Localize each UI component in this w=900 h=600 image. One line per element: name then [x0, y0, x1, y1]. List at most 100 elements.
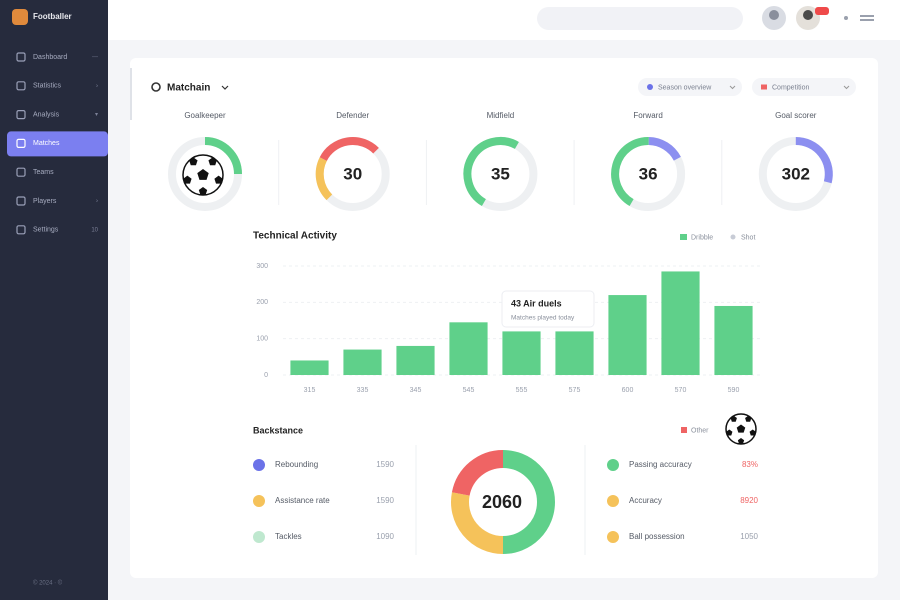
filter-dot — [761, 84, 767, 90]
bar — [502, 331, 541, 375]
icon[interactable] — [844, 16, 848, 20]
ball-patch — [745, 415, 752, 422]
brand: Footballer — [33, 12, 72, 21]
filter-label: Competition — [772, 84, 809, 91]
list-label: Rebounding — [275, 460, 318, 469]
donut-segment — [451, 492, 504, 554]
ball-patch — [214, 175, 223, 184]
menu-icon — [16, 109, 26, 120]
legend-swatch — [681, 427, 687, 433]
menu-label[interactable]: Dashboard — [33, 54, 67, 61]
ball-patch — [726, 429, 733, 436]
bar — [396, 345, 435, 375]
chart-title: Technical Activity — [253, 231, 337, 242]
y-tick-label: 100 — [256, 336, 268, 343]
menu-label[interactable]: Matches — [33, 140, 60, 147]
gauge-label: Goalkeeper — [184, 111, 226, 120]
list-value: 8920 — [740, 496, 758, 505]
ball-patch — [737, 438, 745, 444]
x-tick-label: 575 — [569, 387, 581, 394]
panel-icon — [151, 82, 161, 92]
bar — [290, 360, 329, 375]
donut-segment — [502, 450, 555, 554]
sidebar — [0, 0, 108, 600]
bar — [449, 322, 488, 375]
list-dot — [253, 531, 265, 543]
list-label: Passing accuracy — [629, 460, 692, 469]
ball-patch — [189, 157, 198, 166]
ball-patch — [736, 424, 746, 433]
list-value: 83% — [742, 460, 758, 469]
list-dot — [607, 531, 619, 543]
donut-center: 2060 — [482, 492, 522, 512]
x-tick-label: 590 — [728, 387, 740, 394]
section-title: Backstance — [253, 425, 303, 435]
avatar-head — [803, 10, 813, 20]
legend-label: Other — [691, 427, 709, 434]
y-tick-label: 0 — [264, 372, 268, 379]
list-label: Tackles — [275, 532, 302, 541]
menu-label[interactable]: Teams — [33, 169, 54, 176]
gauge-arc — [795, 137, 833, 184]
notification-badge — [815, 7, 829, 15]
filter-label: Season overview — [658, 84, 712, 91]
list-label: Assistance rate — [275, 496, 330, 505]
bar — [555, 331, 594, 375]
list-label: Accuracy — [629, 496, 662, 505]
list-value: 1590 — [376, 460, 394, 469]
tooltip-text: Matches played today — [511, 315, 575, 322]
gauge-label: Defender — [336, 111, 369, 120]
filter-arrow — [843, 85, 850, 90]
icon[interactable] — [860, 15, 874, 17]
legend-label: Dribble — [691, 234, 713, 241]
menu-icon — [16, 196, 26, 206]
dropdown-arrow[interactable] — [221, 85, 229, 90]
list-dot — [607, 495, 619, 507]
menu-label[interactable]: Statistics — [33, 83, 62, 90]
filter-dot — [647, 84, 653, 90]
panel-accent — [130, 68, 132, 120]
filter[interactable] — [752, 78, 856, 96]
menu-icon — [16, 52, 26, 62]
list-value: 1090 — [376, 532, 394, 541]
list-dot — [253, 495, 265, 507]
menu-label[interactable]: Analysis — [33, 111, 60, 118]
gauge-arc — [315, 157, 333, 201]
gauge-arc — [648, 137, 681, 161]
gauge-label: Forward — [633, 111, 662, 120]
gauge-label: Midfield — [487, 111, 515, 120]
bar — [343, 349, 382, 375]
logo — [12, 9, 28, 25]
tooltip — [501, 290, 595, 328]
bar — [661, 271, 700, 375]
x-tick-label: 335 — [357, 387, 369, 394]
menu-icon — [16, 167, 26, 177]
ball-patch — [183, 175, 192, 184]
search-box[interactable] — [537, 7, 743, 30]
menu-extra: ▾ — [95, 112, 98, 118]
menu-icon — [16, 81, 26, 91]
filter-arrow — [729, 85, 736, 90]
menu-label[interactable]: Players — [33, 198, 57, 205]
legend-swatch — [730, 234, 736, 240]
donut-segment — [451, 450, 504, 497]
x-tick-label: 600 — [622, 387, 634, 394]
list-dot — [253, 459, 265, 471]
avatar-head — [769, 10, 779, 20]
gauge-value: 302 — [782, 164, 810, 183]
bar — [714, 305, 753, 375]
list-value: 1050 — [740, 532, 758, 541]
gauge-value: 36 — [639, 164, 658, 183]
menu-label[interactable]: Settings — [33, 227, 59, 234]
y-tick-label: 300 — [256, 263, 268, 270]
sidebar-footer: © 2024 · © — [33, 580, 63, 587]
filter[interactable] — [638, 78, 742, 96]
bar — [608, 295, 647, 375]
gauge-arc — [204, 137, 242, 175]
list-value: 1590 — [376, 496, 394, 505]
x-tick-label: 545 — [463, 387, 475, 394]
gauge-arc — [463, 137, 519, 207]
menu-icon — [16, 225, 26, 235]
